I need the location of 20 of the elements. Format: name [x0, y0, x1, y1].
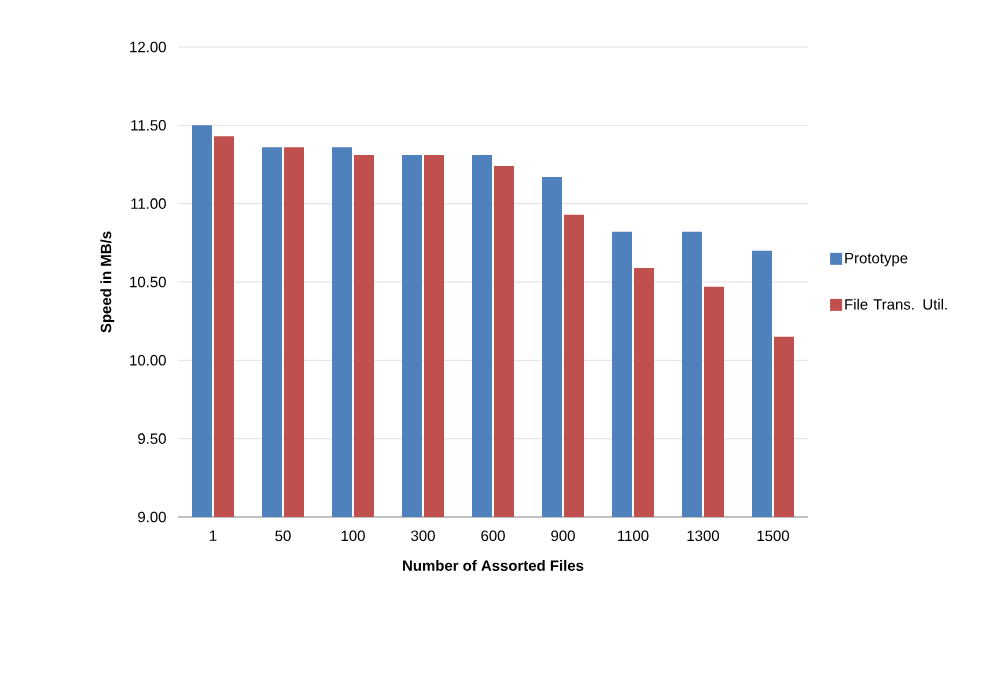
y-tick-label: 11.50	[131, 120, 166, 131]
x-tick-label: 900	[551, 530, 575, 542]
legend-label: Prototype	[845, 252, 908, 267]
y-tick-label: 9.00	[138, 511, 166, 523]
x-tick-label: 50	[275, 530, 291, 542]
x-tick-label: 300	[411, 530, 435, 542]
legend-label: File Trans. Util.	[845, 298, 947, 310]
y-tick-label: 10.00	[130, 355, 166, 366]
y-axis-title: Speed in MB/s	[100, 231, 115, 333]
x-axis-title: Number of Assorted Files	[403, 559, 584, 571]
x-tick-label: 1500	[757, 530, 790, 542]
y-tick-label: 12.00	[130, 41, 166, 53]
x-tick-label: 100	[341, 530, 365, 542]
x-tick-label: 1	[209, 530, 217, 541]
x-tick-label: 1100	[618, 530, 649, 542]
x-tick-label: 1300	[687, 530, 720, 542]
y-tick-label: 9.50	[138, 433, 166, 444]
y-tick-label: 10.50	[130, 276, 166, 288]
x-tick-label: 600	[481, 530, 505, 542]
y-tick-label: 11.00	[131, 198, 166, 209]
